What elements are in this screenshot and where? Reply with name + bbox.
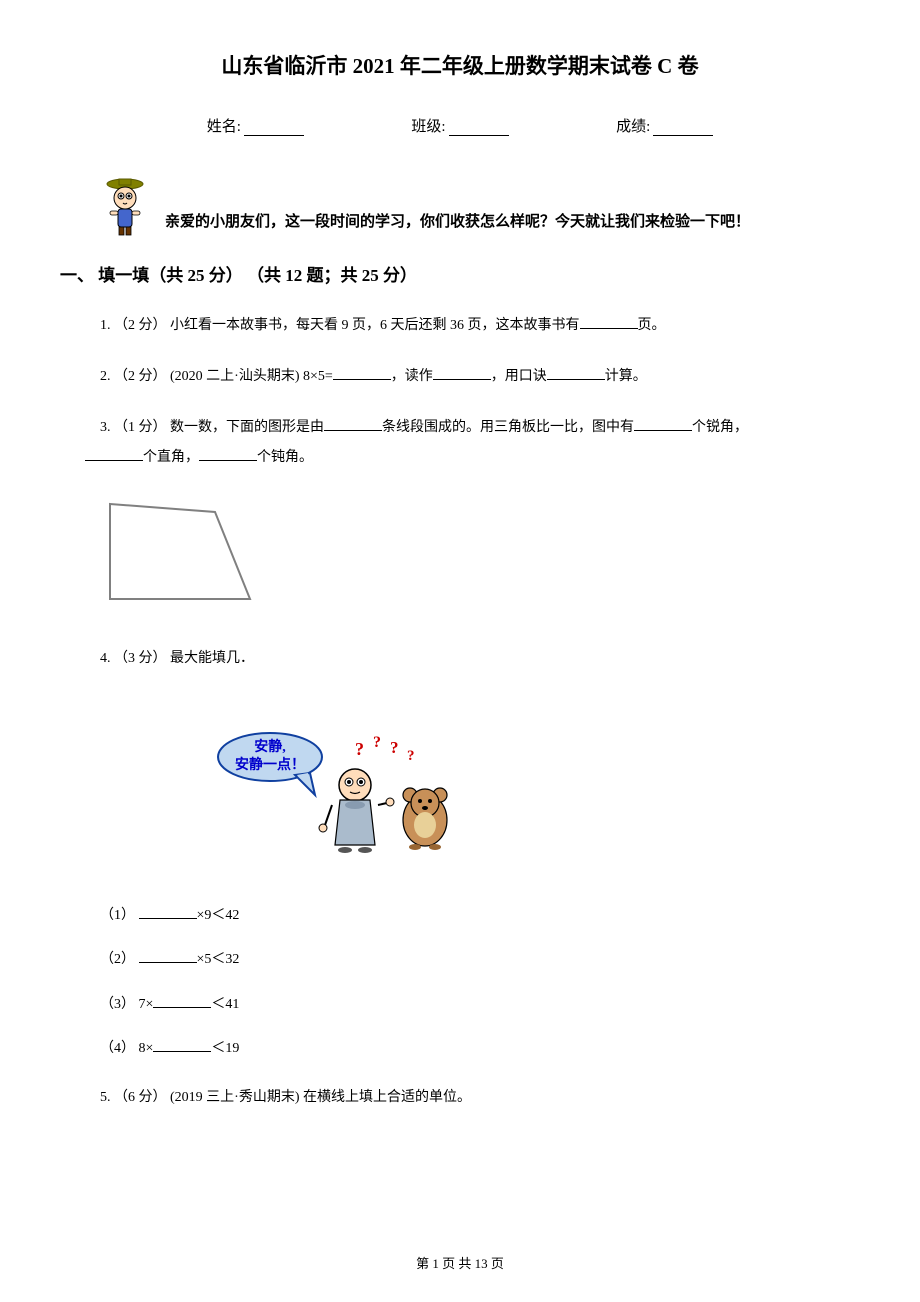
cartoon-illustration: 安静, 安静一点！ ? ? ? ? [215, 725, 475, 855]
q4s2-prefix: （2） [100, 952, 139, 967]
q4s4-blank[interactable] [153, 1038, 211, 1052]
q4s2-suffix: ×5＜32 [197, 952, 240, 967]
svg-text:安静一点！: 安静一点！ [235, 756, 305, 773]
q3-text-mid1: 条线段围成的。用三角板比一比，图中有 [382, 420, 634, 435]
svg-text:?: ? [407, 748, 415, 764]
svg-text:安静,: 安静, [254, 738, 286, 755]
svg-text:?: ? [390, 738, 399, 757]
name-label: 姓名: [207, 119, 241, 135]
question-2: 2. （2 分） (2020 二上·汕头期末) 8×5= ，读作 ，用口诀 计算。 [100, 362, 835, 393]
q4s1-prefix: （1） [100, 908, 139, 923]
q4s2-blank[interactable] [139, 949, 197, 963]
q4s4-suffix: ＜19 [211, 1041, 239, 1056]
question-4-sub-4: （4） 8× ＜19 [100, 1038, 835, 1060]
q4s3-blank[interactable] [153, 994, 211, 1008]
question-4-sub-2: （2） ×5＜32 [100, 949, 835, 971]
question-1: 1. （2 分） 小红看一本故事书，每天看 9 页，6 天后还剩 36 页，这本… [100, 311, 835, 342]
score-blank[interactable] [653, 121, 713, 136]
q4s1-blank[interactable] [139, 905, 197, 919]
class-blank[interactable] [449, 121, 509, 136]
q2-text-mid2: ，用口诀 [491, 369, 547, 384]
question-4-sub-1: （1） ×9＜42 [100, 905, 835, 927]
q2-text-suffix: 计算。 [605, 369, 647, 384]
q3-text-mid2: 个锐角， [692, 420, 748, 435]
q4s3-suffix: ＜41 [211, 997, 239, 1012]
mascot-icon [100, 176, 150, 236]
page-footer: 第 1 页 共 13 页 [0, 1253, 920, 1272]
q2-text-prefix: 2. （2 分） (2020 二上·汕头期末) 8×5= [100, 369, 333, 384]
q1-text-prefix: 1. （2 分） 小红看一本故事书，每天看 9 页，6 天后还剩 36 页，这本… [100, 318, 580, 333]
q3-blank-4[interactable] [199, 447, 257, 461]
question-5: 5. （6 分） (2019 三上·秀山期末) 在横线上填上合适的单位。 [100, 1083, 835, 1114]
class-label: 班级: [411, 119, 445, 135]
score-label: 成绩: [616, 119, 650, 135]
q4s4-prefix: （4） 8× [100, 1041, 153, 1056]
question-4: 4. （3 分） 最大能填几． [100, 644, 835, 675]
intro-row: 亲爱的小朋友们，这一段时间的学习，你们收获怎么样呢？今天就让我们来检验一下吧！ [100, 176, 835, 236]
q4s1-suffix: ×9＜42 [197, 908, 240, 923]
svg-text:?: ? [373, 734, 381, 751]
question-3: 3. （1 分） 数一数，下面的图形是由 条线段围成的。用三角板比一比，图中有 个锐… [100, 413, 835, 475]
q2-blank-3[interactable] [547, 366, 605, 380]
q3-text-mid3: 个直角， [143, 450, 199, 465]
quadrilateral-shape [100, 494, 835, 614]
intro-text: 亲爱的小朋友们，这一段时间的学习，你们收获怎么样呢？今天就让我们来检验一下吧！ [165, 210, 750, 236]
q1-text-suffix: 页。 [638, 318, 666, 333]
q3-text-prefix: 3. （1 分） 数一数，下面的图形是由 [100, 420, 324, 435]
student-info-line: 姓名: 班级: 成绩: [85, 115, 835, 136]
q3-blank-3[interactable] [85, 447, 143, 461]
q4s3-prefix: （3） 7× [100, 997, 153, 1012]
q1-blank[interactable] [580, 315, 638, 329]
svg-text:?: ? [355, 739, 364, 759]
q2-blank-2[interactable] [433, 366, 491, 380]
q2-blank-1[interactable] [333, 366, 391, 380]
question-4-sub-3: （3） 7× ＜41 [100, 994, 835, 1016]
q2-text-mid1: ，读作 [391, 369, 433, 384]
section-1-heading: 一、 填一填（共 25 分） （共 12 题；共 25 分） [60, 261, 835, 286]
q3-text-suffix: 个钝角。 [257, 450, 313, 465]
q3-blank-1[interactable] [324, 417, 382, 431]
exam-title: 山东省临沂市 2021 年二年级上册数学期末试卷 C 卷 [85, 50, 835, 80]
name-blank[interactable] [244, 121, 304, 136]
q3-blank-2[interactable] [634, 417, 692, 431]
